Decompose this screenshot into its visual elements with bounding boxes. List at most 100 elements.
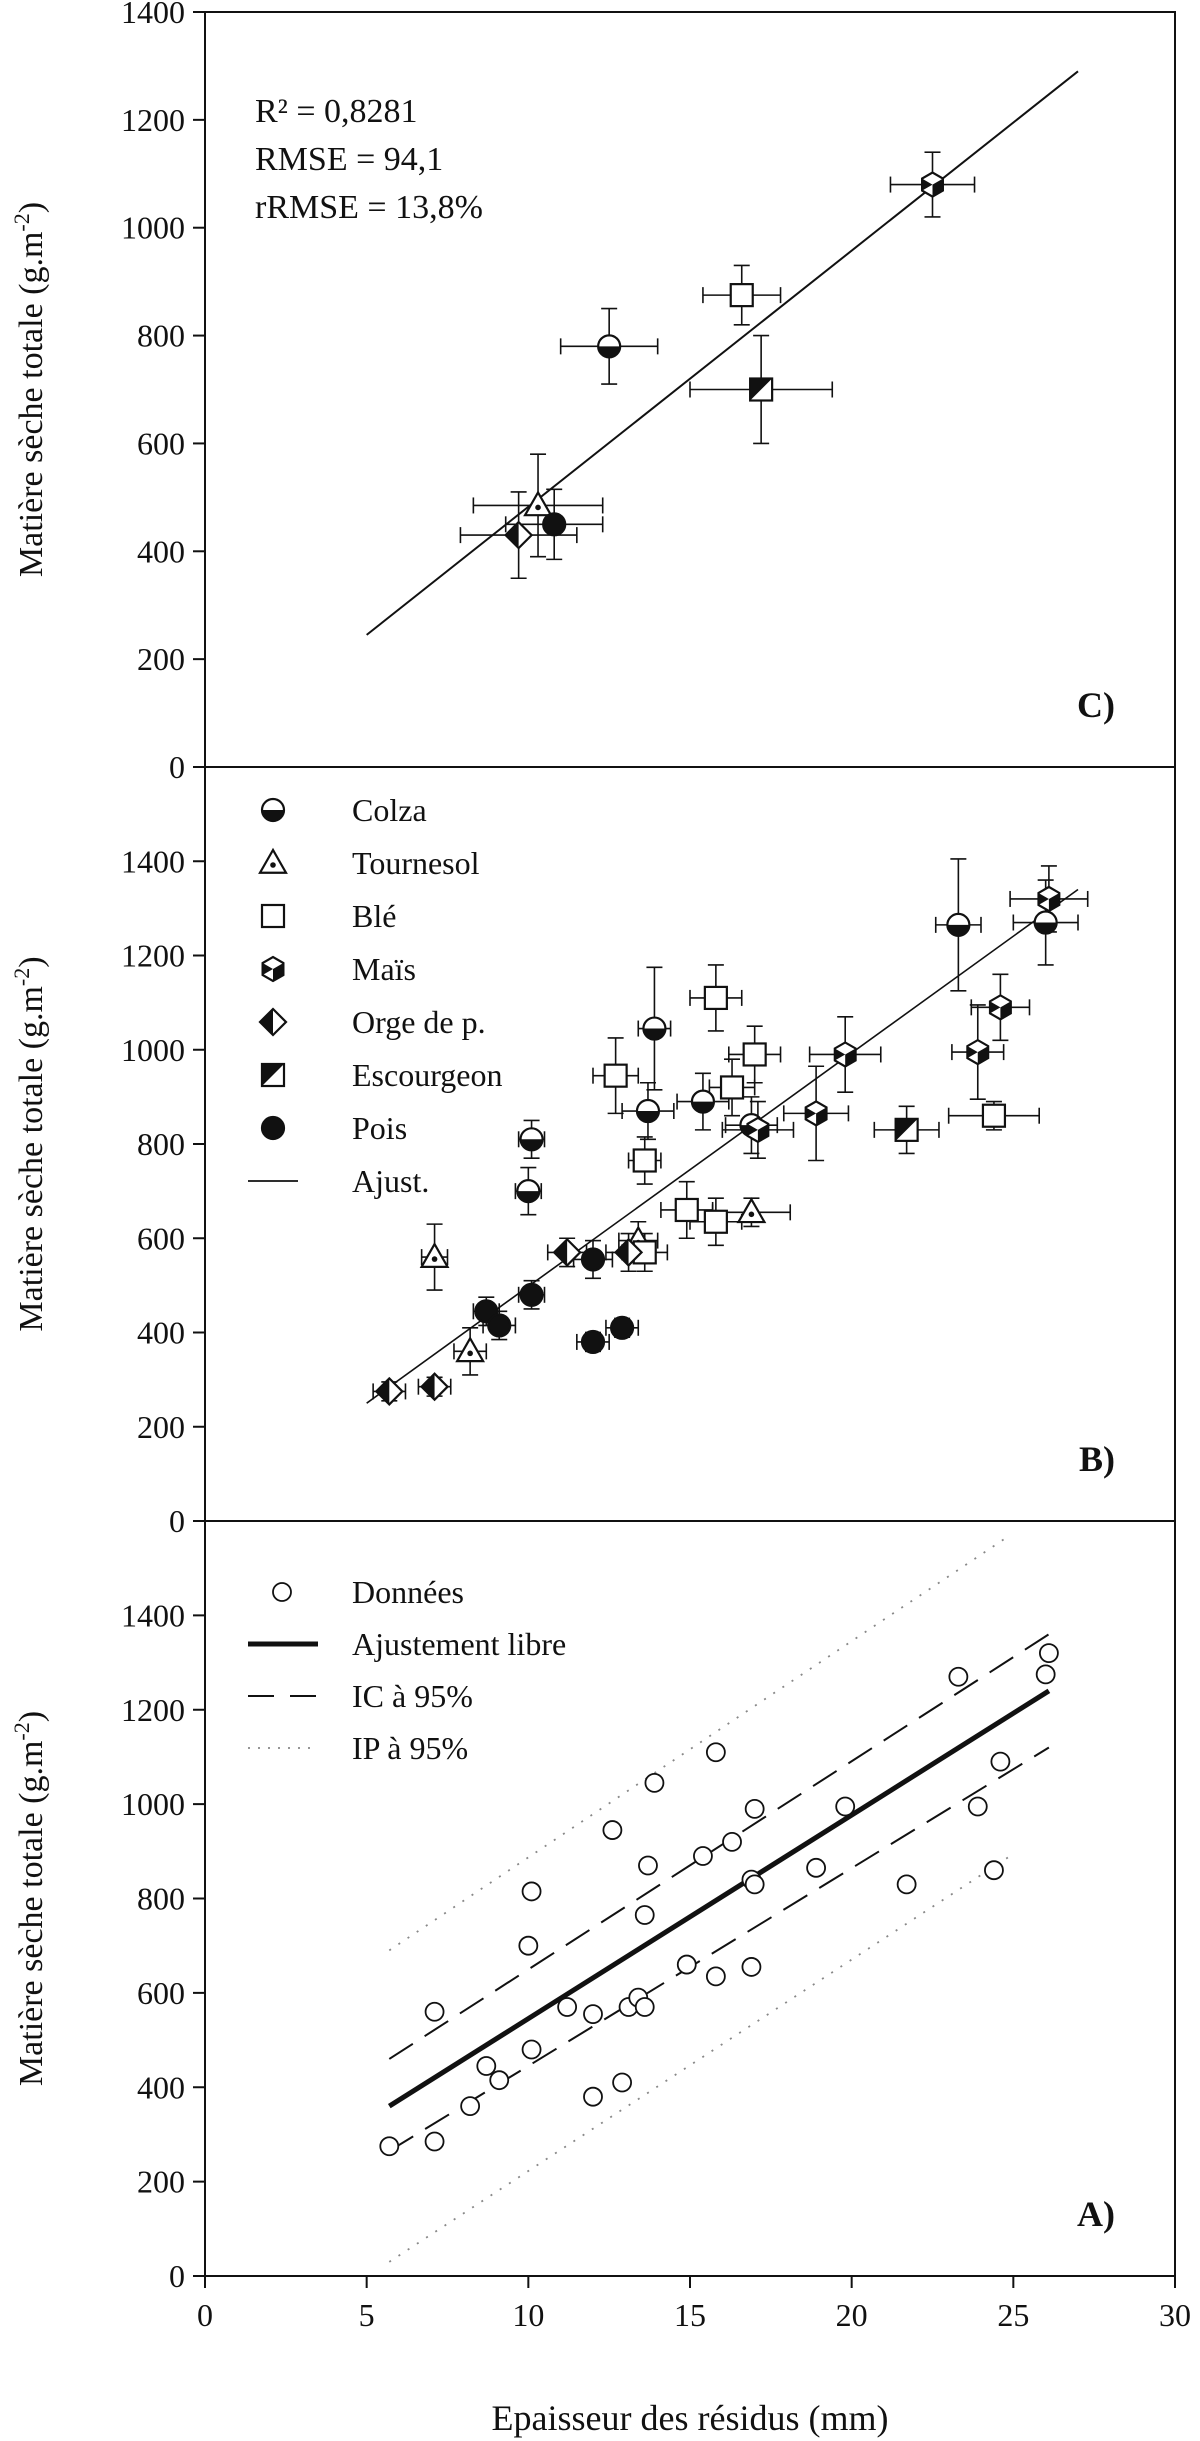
data-point (374, 1376, 404, 1406)
legend-marker (260, 797, 286, 823)
panel-a: 0 200 400 600 800 1000 1200 1400 0 5 10 15 20 25 30 Mat… (9, 1520, 1191, 2438)
data-point (967, 1796, 988, 1817)
data-point (455, 1336, 486, 1363)
x-tick-label: 10 (512, 2297, 544, 2333)
data-point (693, 1846, 713, 1866)
legend-item: Données (272, 1574, 464, 1610)
y-tick-label: 600 (137, 1220, 185, 1256)
legend-item: Blé (260, 898, 396, 934)
data-point (719, 1075, 745, 1100)
legend-label: Orge de p. (352, 1004, 486, 1040)
legend-label: Colza (352, 792, 427, 828)
y-tick-label: 800 (137, 318, 185, 354)
data-point (523, 490, 553, 517)
plot-frame (204, 1520, 1176, 2277)
data-point (487, 1313, 512, 1338)
x-tick-label: 5 (359, 2297, 375, 2333)
y-tick-label: 0 (169, 1503, 185, 1539)
y-tick-label: 200 (137, 2164, 185, 2200)
data-point (609, 1315, 635, 1340)
y-tick-label: 1400 (121, 843, 185, 879)
legend-marker (258, 847, 288, 874)
data-point (988, 994, 1012, 1021)
data-point (580, 1329, 606, 1355)
legend-label: Données (352, 1574, 464, 1610)
data-point (612, 2072, 632, 2093)
data-point (674, 1197, 699, 1223)
data-point (460, 2096, 481, 2117)
fit-line (387, 1688, 1051, 2109)
data-point (894, 1117, 919, 1142)
y-tick-label: 1000 (121, 1786, 185, 1822)
legend-label: Maïs (352, 951, 416, 987)
data-point (705, 1742, 726, 1763)
data-point (519, 1127, 544, 1152)
y-tick-label: 400 (137, 1315, 185, 1351)
y-tick-label: 1000 (121, 210, 185, 246)
data-point (690, 1089, 716, 1114)
pi-upper-line (388, 1534, 1011, 1952)
data-point (1035, 1664, 1056, 1685)
data-point (806, 1857, 826, 1878)
data-point (552, 1237, 582, 1267)
data-point (614, 1237, 644, 1267)
data-point (746, 1116, 770, 1144)
data-point (379, 2136, 400, 2157)
data-point (424, 2131, 445, 2152)
x-tick-label: 15 (674, 2297, 706, 2333)
panel-c: 0 200 400 600 800 1000 1200 1400 Matière sèche t… (9, 0, 1176, 785)
panel-label: A) (1077, 2194, 1115, 2234)
data-point (749, 377, 774, 402)
x-axis-label: Epaisseur des résidus (mm) (492, 2398, 889, 2438)
data-point (741, 1957, 762, 1977)
data-point (424, 2001, 445, 2022)
legend-label: Ajust. (352, 1163, 429, 1199)
panel-label: B) (1079, 1439, 1115, 1479)
data-point (504, 520, 534, 550)
y-tick-label: 600 (137, 1975, 185, 2011)
data-point (521, 1881, 542, 1902)
data-point (597, 334, 622, 359)
x-tick-label: 25 (997, 2297, 1029, 2333)
data-point (642, 1016, 667, 1041)
y-tick-label: 400 (137, 2069, 185, 2105)
data-point (984, 1860, 1004, 1881)
y-tick-label: 1400 (121, 0, 185, 30)
data-point (676, 1954, 697, 1975)
y-tick-label: 200 (137, 1409, 185, 1445)
data-point (990, 1751, 1011, 1772)
y-tick-label: 1200 (121, 938, 185, 974)
data-point (722, 1831, 742, 1852)
data-point (896, 1874, 917, 1895)
legend-item: Ajust. (248, 1163, 429, 1199)
panel-b: 0 200 400 600 800 1000 1200 1400 Matière sèche t… (9, 766, 1176, 1539)
legend-marker (258, 1007, 288, 1037)
data-point (638, 1855, 658, 1876)
legend-label: IC à 95% (352, 1678, 473, 1714)
data-point (583, 2004, 603, 2025)
legend-label: Pois (352, 1110, 407, 1146)
y-axis-label: Matière sèche totale (g.m-2) (9, 202, 50, 577)
stat-label: R² = 0,8281 (255, 93, 418, 130)
ci-upper-line (388, 1633, 1050, 2060)
data-point (703, 1209, 728, 1234)
legend-label: Tournesol (352, 845, 480, 881)
y-axis-label: Matière sèche totale (g.m-2) (9, 956, 50, 1331)
data-point (635, 1098, 661, 1124)
data-point (729, 283, 754, 308)
legend-item: Orge de p. (258, 1004, 486, 1040)
y-tick-label: 600 (137, 425, 185, 461)
data-point (1037, 885, 1061, 913)
data-point (946, 912, 971, 937)
data-point (476, 2056, 497, 2076)
legend-marker (261, 955, 285, 983)
legend-marker (260, 903, 286, 929)
y-tick-label: 1000 (121, 1032, 185, 1068)
y-tick-label: 400 (137, 533, 185, 569)
legend-label: Blé (352, 898, 396, 934)
data-point (489, 2070, 510, 2091)
data-point (804, 1100, 828, 1127)
legend-marker (272, 1582, 292, 1602)
data-point (521, 2039, 542, 2060)
